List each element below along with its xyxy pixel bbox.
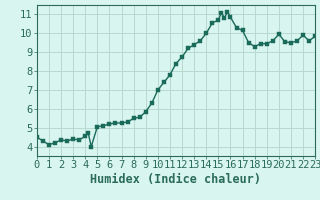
X-axis label: Humidex (Indice chaleur): Humidex (Indice chaleur) <box>91 173 261 186</box>
